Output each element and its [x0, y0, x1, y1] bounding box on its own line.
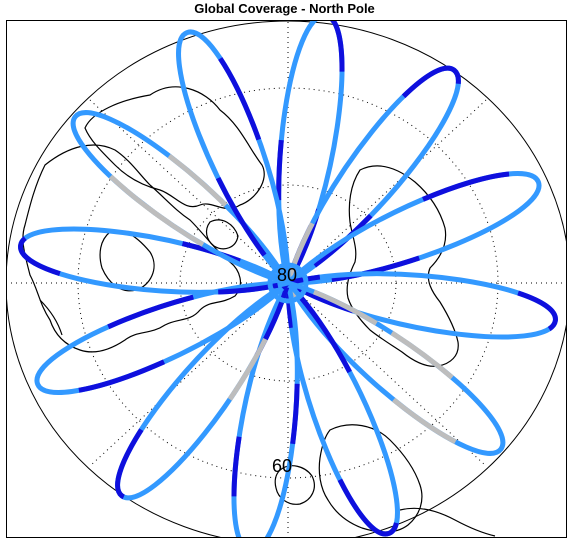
ground-track: [115, 277, 293, 501]
ground-track: [18, 226, 295, 295]
ground-track: [281, 171, 542, 286]
ground-track: [282, 278, 506, 456]
ground-track: [283, 65, 461, 289]
ground-track: [70, 110, 294, 288]
ground-track: [34, 280, 295, 395]
figure-title: Global Coverage - North Pole: [194, 1, 375, 16]
latitude-label-60: 60: [272, 456, 292, 476]
ground-track: [276, 21, 345, 290]
ground-track: [281, 271, 558, 340]
pole-ring: [267, 262, 309, 304]
latitude-label-80: 80: [277, 265, 297, 285]
ground-track: [176, 29, 291, 290]
ground-track: [231, 276, 300, 537]
ground-track: [285, 276, 400, 537]
ground-tracks: [18, 21, 558, 537]
